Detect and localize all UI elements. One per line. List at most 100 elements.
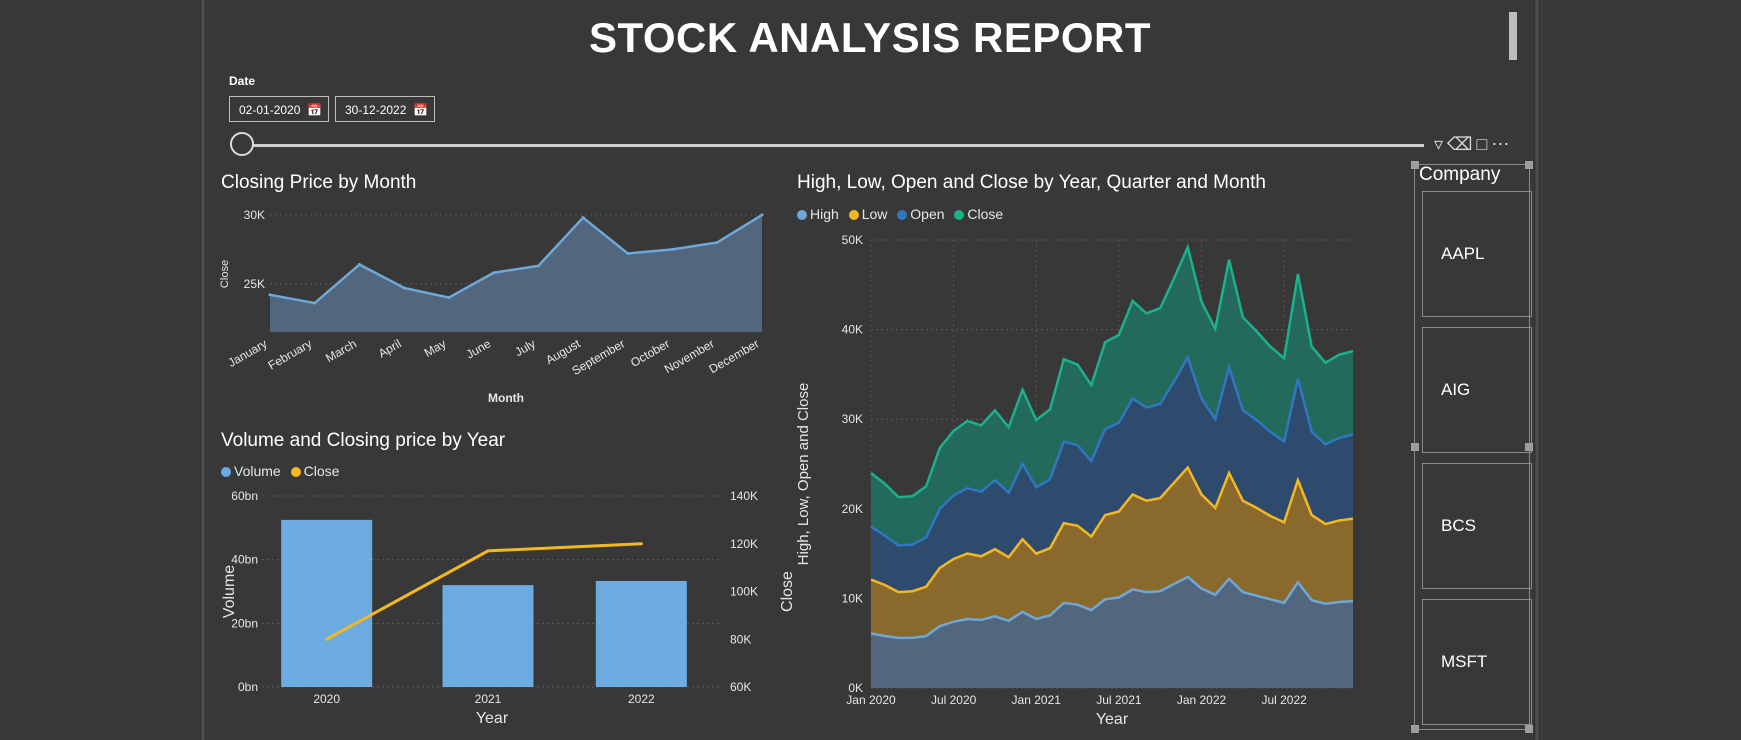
x-tick-label: 2021 <box>475 692 502 706</box>
start-date-value: 02-01-2020 <box>239 103 301 117</box>
x-tick-label: 2020 <box>313 692 340 706</box>
hloc-legend: High Low Open Close <box>797 206 1009 222</box>
y-tick-label: 30K <box>842 412 863 426</box>
start-date-input[interactable]: 02-01-2020 📅 <box>229 96 329 122</box>
close-point <box>715 240 719 244</box>
date-range-slider-handle[interactable] <box>230 132 254 156</box>
slicer-item-bcs[interactable]: BCS <box>1422 463 1532 589</box>
volume-close-legend: Volume Close <box>221 463 345 479</box>
x-tick-label: Jul 2020 <box>931 693 977 707</box>
x-tick-label: February <box>266 336 315 372</box>
close-point <box>486 549 490 553</box>
y-axis-title: High, Low, Open and Close <box>795 383 812 566</box>
x-tick-label: May <box>422 336 449 359</box>
legend-dot-open <box>897 210 908 220</box>
y-axis-title: Close <box>219 260 231 288</box>
close-point <box>581 216 585 220</box>
calendar-icon[interactable]: 📅 <box>307 103 322 117</box>
hloc-chart-title: High, Low, Open and Close by Year, Quart… <box>797 172 1266 193</box>
y-tick-label: 40K <box>842 323 863 337</box>
date-range-slider-track[interactable] <box>236 144 1424 147</box>
legend-item-low[interactable]: Low <box>848 206 887 222</box>
x-tick-label: December <box>707 336 762 376</box>
x-tick-label: November <box>662 336 717 376</box>
volume-bar <box>442 585 534 687</box>
end-date-value: 30-12-2022 <box>345 103 407 117</box>
x-axis-title: Month <box>488 391 524 405</box>
end-date-input[interactable]: 30-12-2022 📅 <box>335 96 435 122</box>
page-left-edge <box>200 0 206 740</box>
y2-tick-label: 140K <box>730 489 758 503</box>
closing-price-chart-title: Closing Price by Month <box>221 172 417 193</box>
close-point <box>536 264 540 268</box>
legend-item-open[interactable]: Open <box>897 206 945 222</box>
y-tick-label: 30K <box>244 208 265 222</box>
legend-item-close[interactable]: Close <box>954 206 1003 222</box>
slicer-item-msft[interactable]: MSFT <box>1422 599 1532 725</box>
legend-dot-close <box>954 210 965 220</box>
close-point <box>325 637 329 641</box>
legend-label-volume: Volume <box>234 463 281 479</box>
resize-handle[interactable] <box>1525 443 1533 451</box>
line-close <box>870 243 1354 499</box>
slicer-item-label: AIG <box>1441 380 1471 399</box>
legend-dot-high <box>797 210 807 220</box>
y-tick-label: 40bn <box>231 553 258 567</box>
legend-item-high[interactable]: High <box>797 206 839 222</box>
close-point <box>357 262 361 266</box>
legend-item-volume[interactable]: Volume <box>221 463 281 479</box>
page-right-edge <box>1534 0 1540 740</box>
close-point <box>402 286 406 290</box>
volume-bar <box>595 580 687 687</box>
resize-handle[interactable] <box>1525 161 1533 169</box>
x-tick-label: January <box>226 336 270 369</box>
close-point <box>313 301 317 305</box>
close-point <box>760 213 764 217</box>
area-low <box>871 467 1353 638</box>
line-high <box>870 575 1354 640</box>
y2-tick-label: 120K <box>730 537 758 551</box>
x-tick-label: Jul 2022 <box>1261 693 1307 707</box>
x-tick-label: Jan 2020 <box>846 693 896 707</box>
close-point <box>639 542 643 546</box>
legend-dot-close <box>290 467 301 477</box>
close-point <box>492 271 496 275</box>
company-slicer: Company AAPL AIG BCS MSFT <box>1411 161 1533 733</box>
slicer-item-label: MSFT <box>1441 652 1488 671</box>
resize-handle[interactable] <box>1411 161 1419 169</box>
y-tick-label: 20bn <box>231 616 258 630</box>
x-tick-label: Jan 2022 <box>1177 693 1227 707</box>
resize-handle[interactable] <box>1411 443 1419 451</box>
y-tick-label: 0bn <box>238 680 258 694</box>
y2-axis-title: Close <box>779 571 796 612</box>
x-tick-label: July <box>512 336 537 359</box>
x-tick-label: June <box>464 336 494 361</box>
y-tick-label: 0K <box>848 681 863 695</box>
x-tick-label: March <box>323 336 359 365</box>
page-scrollbar[interactable] <box>1509 12 1517 60</box>
volume-close-chart-title: Volume and Closing price by Year <box>221 430 506 451</box>
legend-item-close[interactable]: Close <box>290 463 339 479</box>
area-high <box>871 576 1353 688</box>
filter-icon[interactable]: ▿ <box>1434 134 1444 154</box>
focus-mode-icon[interactable]: □ <box>1476 134 1488 154</box>
eraser-icon[interactable]: ⌫ <box>1447 134 1473 154</box>
more-options-icon[interactable]: ⋯ <box>1491 134 1510 154</box>
x-axis-title: Year <box>1096 711 1129 728</box>
legend-label-high: High <box>810 206 839 222</box>
line-open <box>870 354 1354 547</box>
resize-handle[interactable] <box>1411 725 1419 733</box>
visual-toolbar: ▿ ⌫ □ ⋯ <box>1434 134 1513 155</box>
slicer-item-aig[interactable]: AIG <box>1422 327 1532 453</box>
x-tick-label: 2022 <box>628 692 655 706</box>
slicer-item-aapl[interactable]: AAPL <box>1422 191 1532 317</box>
y2-tick-label: 100K <box>730 585 758 599</box>
legend-dot-volume <box>221 467 231 477</box>
resize-handle[interactable] <box>1525 725 1533 733</box>
x-tick-label: April <box>376 336 404 360</box>
calendar-icon[interactable]: 📅 <box>413 103 428 117</box>
y2-tick-label: 80K <box>730 632 751 646</box>
close-point <box>268 293 272 297</box>
y-tick-label: 60bn <box>231 489 258 503</box>
